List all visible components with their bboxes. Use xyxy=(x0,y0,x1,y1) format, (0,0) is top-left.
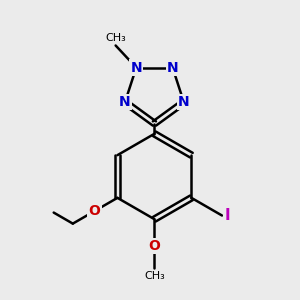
Text: O: O xyxy=(148,239,160,253)
Text: CH₃: CH₃ xyxy=(144,271,165,281)
Text: N: N xyxy=(130,61,142,75)
Text: N: N xyxy=(119,95,131,109)
Text: O: O xyxy=(88,204,101,218)
Text: CH₃: CH₃ xyxy=(105,33,126,43)
Text: I: I xyxy=(224,208,230,223)
Text: N: N xyxy=(167,61,178,75)
Text: N: N xyxy=(178,95,190,109)
